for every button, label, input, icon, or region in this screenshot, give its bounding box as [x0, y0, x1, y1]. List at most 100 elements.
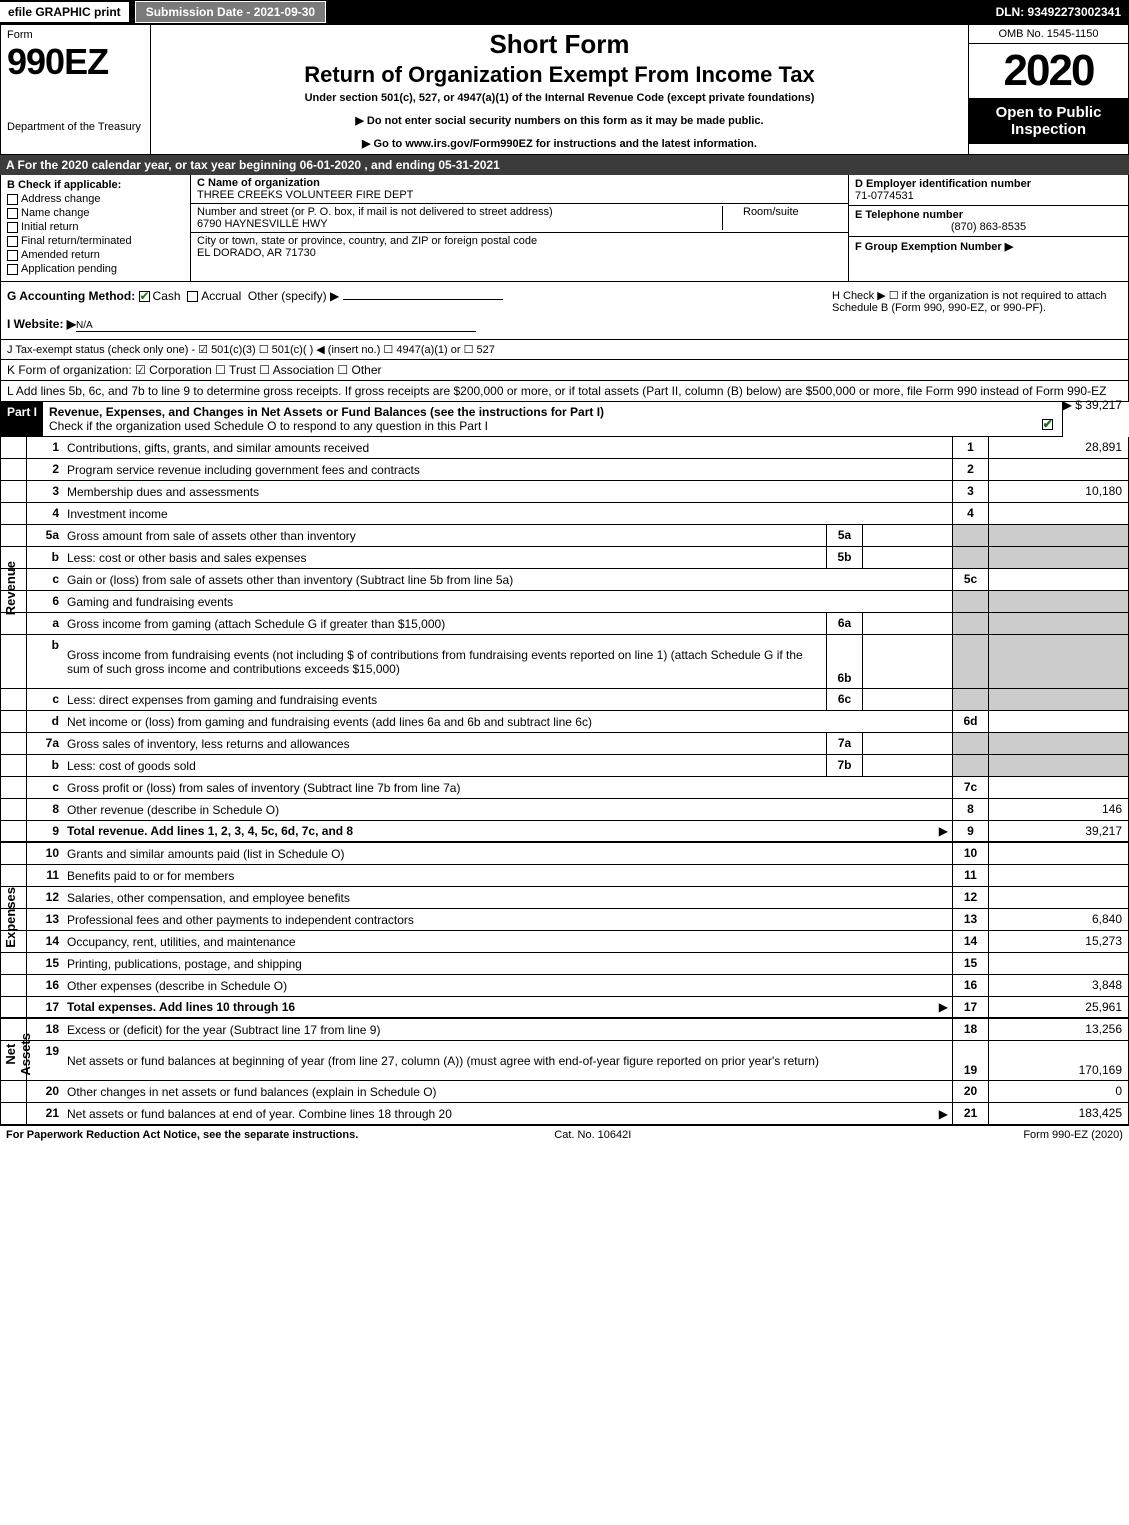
line-rnum	[952, 525, 988, 546]
line-value: 25,961	[988, 997, 1128, 1017]
d-label: D Employer identification number	[855, 178, 1122, 190]
cat-no: Cat. No. 10642I	[554, 1129, 631, 1141]
line-value	[988, 503, 1128, 524]
line-num: d	[27, 711, 63, 732]
line-rnum: 1	[952, 437, 988, 458]
section-a: A For the 2020 calendar year, or tax yea…	[0, 155, 1129, 175]
c-label: C Name of organization	[197, 177, 407, 189]
line-num: 20	[27, 1081, 63, 1102]
line-desc: Gross profit or (loss) from sales of inv…	[63, 777, 952, 798]
line-rnum: 16	[952, 975, 988, 996]
initial-return[interactable]: Initial return	[7, 221, 184, 233]
ssn-warning: ▶ Do not enter social security numbers o…	[161, 114, 958, 127]
line-rnum: 2	[952, 459, 988, 480]
line-value: 28,891	[988, 437, 1128, 458]
l-row: L Add lines 5b, 6c, and 7b to line 9 to …	[0, 381, 1129, 402]
line-desc: Contributions, gifts, grants, and simila…	[63, 437, 952, 458]
line-desc: Gross amount from sale of assets other t…	[63, 525, 826, 546]
form-header: Form 990EZ Department of the Treasury Sh…	[0, 24, 1129, 155]
line-rnum: 10	[952, 843, 988, 864]
l-value: ▶ $ 39,217	[1063, 398, 1122, 412]
line-rnum: 18	[952, 1019, 988, 1040]
line-desc: Net assets or fund balances at end of ye…	[63, 1103, 952, 1124]
line-rnum: 12	[952, 887, 988, 908]
name-change[interactable]: Name change	[7, 207, 184, 219]
street-value: 6790 HAYNESVILLE HWY	[197, 218, 722, 230]
phone-cell: E Telephone number (870) 863-8535	[849, 206, 1128, 237]
addr-change[interactable]: Address change	[7, 193, 184, 205]
short-form-title: Short Form	[161, 29, 958, 60]
city-label: City or town, state or province, country…	[197, 235, 537, 247]
e-label: E Telephone number	[855, 209, 1122, 221]
check-b-title: B Check if applicable:	[7, 179, 184, 191]
header-right: OMB No. 1545-1150 2020 Open to Public In…	[968, 25, 1128, 154]
sub-value	[862, 733, 952, 754]
line-rnum	[952, 755, 988, 776]
submission-date: Submission Date - 2021-09-30	[135, 1, 326, 23]
line-desc: Other revenue (describe in Schedule O)	[63, 799, 952, 820]
line-value: 13,256	[988, 1019, 1128, 1040]
tax-year: 2020	[969, 44, 1128, 98]
goto-link[interactable]: ▶ Go to www.irs.gov/Form990EZ for instru…	[161, 137, 958, 150]
line-num: a	[27, 613, 63, 634]
line-desc: Program service revenue including govern…	[63, 459, 952, 480]
schedule-o-checkbox[interactable]	[1042, 419, 1053, 430]
app-pending[interactable]: Application pending	[7, 263, 184, 275]
final-return[interactable]: Final return/terminated	[7, 235, 184, 247]
part1-header: Part I Revenue, Expenses, and Changes in…	[0, 402, 1063, 437]
accrual-checkbox[interactable]	[187, 291, 198, 302]
line-desc: Other changes in net assets or fund bala…	[63, 1081, 952, 1102]
line-num: c	[27, 569, 63, 590]
line-value	[988, 711, 1128, 732]
open-public: Open to Public Inspection	[969, 98, 1128, 144]
check-b: B Check if applicable: Address change Na…	[1, 175, 191, 281]
l-text: L Add lines 5b, 6c, and 7b to line 9 to …	[7, 384, 1106, 398]
line-desc: Other expenses (describe in Schedule O)	[63, 975, 952, 996]
line-num: 5a	[27, 525, 63, 546]
part1-table: Revenue1Contributions, gifts, grants, an…	[0, 437, 1129, 1125]
line-value	[988, 843, 1128, 864]
sub-num: 5a	[826, 525, 862, 546]
line-rnum: 19	[952, 1041, 988, 1080]
line-value: 6,840	[988, 909, 1128, 930]
line-rnum: 15	[952, 953, 988, 974]
j-row: J Tax-exempt status (check only one) - ☑…	[0, 340, 1129, 360]
line-num: c	[27, 777, 63, 798]
line-rnum	[952, 613, 988, 634]
line-num: 15	[27, 953, 63, 974]
arrow-icon: ▶	[939, 824, 948, 838]
return-title: Return of Organization Exempt From Incom…	[161, 62, 958, 88]
line-desc: Gaming and fundraising events	[63, 591, 952, 612]
sub-num: 6b	[826, 635, 862, 688]
city-value: EL DORADO, AR 71730	[197, 247, 537, 259]
line-num: 11	[27, 865, 63, 886]
line-num: c	[27, 689, 63, 710]
line-desc: Less: cost of goods sold	[63, 755, 826, 776]
group-exempt: F Group Exemption Number ▶	[849, 237, 1128, 256]
city-row: City or town, state or province, country…	[191, 233, 848, 261]
sub-value	[862, 613, 952, 634]
arrow-icon: ▶	[939, 1000, 948, 1014]
line-num: 12	[27, 887, 63, 908]
line-num: 8	[27, 799, 63, 820]
line-rnum: 14	[952, 931, 988, 952]
accounting-method: G Accounting Method: Cash Accrual Other …	[7, 289, 822, 303]
cash-checkbox[interactable]	[139, 291, 150, 302]
line-value	[988, 865, 1128, 886]
street-label: Number and street (or P. O. box, if mail…	[197, 206, 722, 218]
form-number: 990EZ	[7, 41, 144, 83]
line-rnum: 5c	[952, 569, 988, 590]
line-desc: Investment income	[63, 503, 952, 524]
org-info: C Name of organization THREE CREEKS VOLU…	[191, 175, 848, 281]
part1-title: Revenue, Expenses, and Changes in Net As…	[43, 402, 1062, 436]
amended-return[interactable]: Amended return	[7, 249, 184, 261]
website-value: N/A	[76, 320, 476, 332]
efile-label: efile GRAPHIC print	[0, 2, 129, 22]
line-desc: Gross sales of inventory, less returns a…	[63, 733, 826, 754]
line-rnum: 7c	[952, 777, 988, 798]
line-num: 9	[27, 821, 63, 841]
part1-label: Part I	[1, 402, 43, 436]
line-desc: Total revenue. Add lines 1, 2, 3, 4, 5c,…	[63, 821, 952, 841]
line-rnum: 20	[952, 1081, 988, 1102]
omb-number: OMB No. 1545-1150	[969, 25, 1128, 44]
